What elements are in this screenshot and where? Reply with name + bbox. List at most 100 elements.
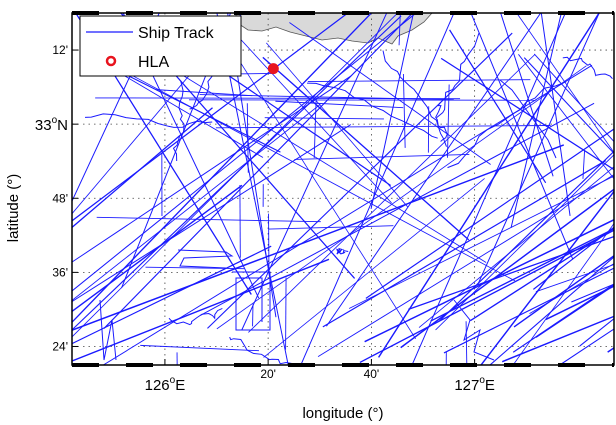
- svg-text:127oE: 127oE: [454, 375, 495, 394]
- ship-track-line: [216, 65, 587, 330]
- ship-track-line: [275, 100, 404, 109]
- ship-track-line: [400, 188, 614, 349]
- ship-track-line: [500, 13, 554, 177]
- ship-tracks: [72, 13, 614, 365]
- ship-track-line: [72, 75, 352, 263]
- x-axis: 126oE 20' 40' 127oE: [145, 359, 495, 394]
- ship-track-line: [99, 299, 117, 361]
- svg-text:12': 12': [52, 43, 68, 57]
- frame-scale-segment: [342, 11, 369, 15]
- frame-scale-segment: [450, 363, 477, 367]
- frame-scale-segment: [288, 363, 315, 367]
- ship-track-line: [562, 56, 613, 80]
- ship-track-line: [176, 352, 178, 365]
- ship-track-line: [436, 33, 480, 119]
- ship-track-line: [516, 13, 614, 154]
- ship-track-line: [510, 13, 562, 228]
- ship-track-line: [533, 226, 614, 290]
- y-tick-label: 36': [52, 265, 68, 279]
- ship-track-line: [230, 47, 416, 339]
- ship-track-line: [300, 13, 455, 365]
- y-axis: 12' 33oN 48' 36' 24': [35, 43, 78, 353]
- ship-track-line: [264, 117, 384, 120]
- ship-track-line: [408, 235, 614, 310]
- ship-track-line: [266, 42, 409, 208]
- ship-track-line: [307, 82, 438, 139]
- ship-track-line: [438, 150, 614, 322]
- svg-text:48': 48': [52, 191, 68, 205]
- ship-track-line: [359, 229, 614, 364]
- ship-track-line: [145, 266, 245, 270]
- ship-track-line: [582, 150, 586, 179]
- ship-track-line: [263, 178, 485, 358]
- frame-scale-segment: [558, 11, 585, 15]
- ship-track-line: [453, 299, 495, 361]
- ship-track-line: [307, 79, 531, 82]
- ship-track-line: [469, 227, 614, 322]
- ship-track-line: [447, 81, 567, 169]
- svg-text:20': 20': [260, 367, 276, 381]
- ship-track-line: [72, 258, 330, 362]
- ship-track-line: [411, 13, 566, 365]
- ship-track-line: [365, 128, 614, 299]
- frame-scale-segment: [396, 11, 423, 15]
- frame-scale-segment: [558, 363, 585, 367]
- frame-scale-segment: [612, 11, 614, 15]
- ship-track-line: [533, 53, 614, 143]
- ship-track-line: [336, 247, 349, 255]
- ship-track-line: [90, 52, 516, 282]
- ship-track-line: [370, 13, 414, 210]
- frame-scale-segment: [450, 11, 477, 15]
- ship-track-line: [72, 13, 417, 292]
- frame-scale-segment: [234, 11, 261, 15]
- ship-track-line: [72, 103, 321, 302]
- ship-track-line: [402, 74, 406, 148]
- frame-scale-segment: [504, 363, 531, 367]
- ship-track-line: [207, 32, 513, 329]
- svg-text:126oE: 126oE: [145, 375, 186, 394]
- frame-scale-segment: [126, 363, 153, 367]
- x-tick-label: 40': [364, 367, 380, 381]
- ship-track-line: [512, 283, 614, 353]
- frame-scale-segment: [126, 11, 153, 15]
- ship-track-line: [96, 216, 321, 223]
- ship-track-line: [232, 271, 271, 331]
- ship-track-line: [418, 166, 614, 328]
- legend-hla-marker: [105, 55, 117, 67]
- ship-track-line: [103, 13, 414, 329]
- ship-track-line: [294, 153, 470, 160]
- ship-track-line: [95, 97, 461, 100]
- svg-text:24': 24': [52, 339, 68, 353]
- svg-text:36': 36': [52, 265, 68, 279]
- map-grid: [72, 13, 614, 365]
- frame-scale-segment: [288, 11, 315, 15]
- ship-track-line: [501, 315, 614, 363]
- ship-track-line: [229, 336, 297, 365]
- ship-track-line: [313, 101, 317, 159]
- hla-marker: [267, 63, 279, 75]
- ship-track-line: [489, 256, 614, 365]
- frame-scale-segment: [180, 363, 207, 367]
- ship-track-line: [72, 245, 272, 345]
- frame-scale-segment: [342, 363, 369, 367]
- ship-track-line: [446, 84, 450, 158]
- ship-track-line: [348, 175, 614, 309]
- ship-track-line: [513, 254, 614, 328]
- ship-track-line: [430, 228, 614, 322]
- ship-track-line: [558, 328, 614, 365]
- ship-track-line: [72, 184, 243, 313]
- x-tick-label: 20': [260, 367, 276, 381]
- frame-scale-segment: [72, 11, 99, 15]
- ship-track-line: [172, 81, 185, 162]
- ship-track-line: [480, 190, 614, 365]
- ship-track-line: [470, 13, 574, 260]
- legend-hla-label: HLA: [138, 54, 169, 71]
- ship-track-line: [545, 285, 614, 321]
- ship-track-line: [84, 113, 213, 128]
- y-tick-label: 48': [52, 191, 68, 205]
- frame-scale-segment: [72, 363, 99, 367]
- ship-track-line: [72, 107, 213, 229]
- frame-ticks: [72, 11, 614, 367]
- ship-track-line: [322, 160, 607, 328]
- ship-track-line: [499, 79, 557, 159]
